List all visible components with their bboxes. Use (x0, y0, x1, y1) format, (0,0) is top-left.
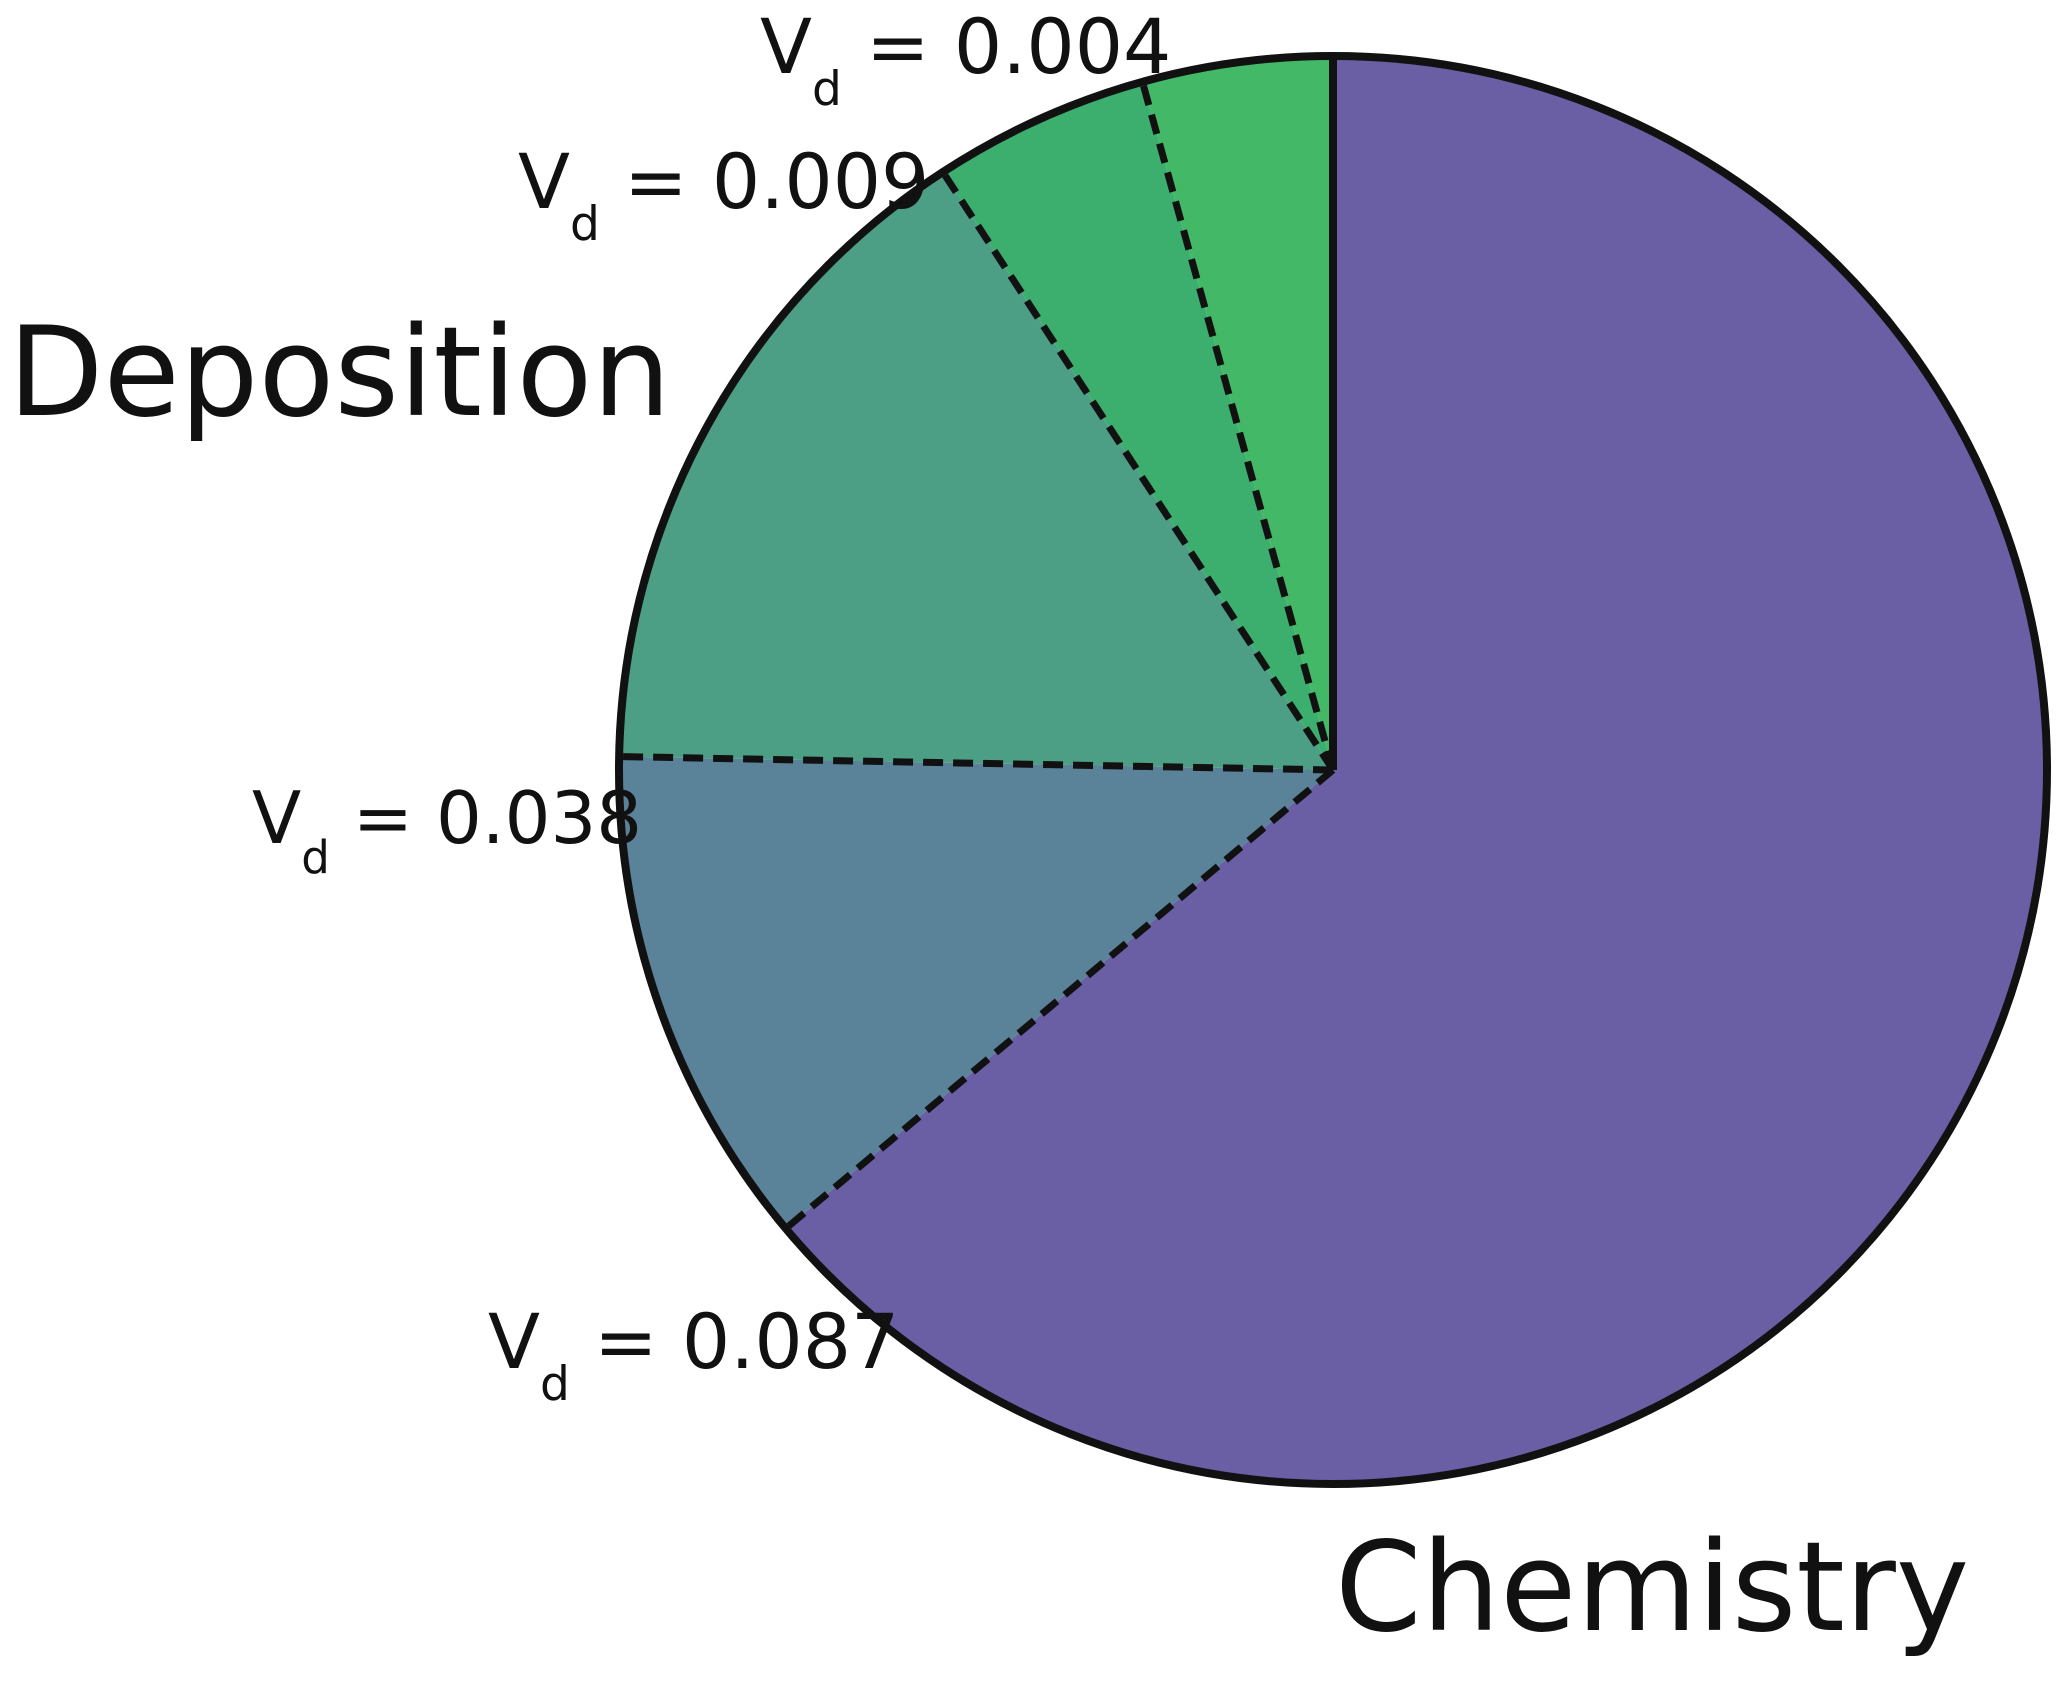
label-subscript: d (301, 831, 330, 884)
boundary-label-1: Vd = 0.087 (488, 1297, 899, 1412)
pie-slice-1 (785, 56, 2047, 1484)
label-symbol: V (518, 137, 570, 226)
pie-slice-3 (619, 172, 1333, 770)
label-subscript: d (540, 1357, 570, 1412)
label-symbol: V (760, 2, 812, 91)
boundary-label-3: Vd = 0.009 (518, 137, 929, 252)
label-subscript: d (570, 197, 600, 252)
chemistry-label: Chemistry (1335, 1516, 1969, 1660)
label-value: = 0.009 (600, 137, 930, 226)
boundary-label-2: Vd = 0.038 (252, 776, 642, 884)
label-subscript: d (812, 62, 842, 117)
pie-slice-2 (619, 756, 1333, 1229)
pie-slice-4 (942, 81, 1333, 770)
label-symbol: V (488, 1297, 540, 1386)
label-value: = 0.038 (330, 776, 642, 860)
label-symbol: V (252, 776, 301, 860)
deposition-label: Deposition (8, 301, 671, 445)
boundary-label-4: Vd = 0.004 (760, 2, 1171, 117)
label-value: = 0.087 (570, 1297, 900, 1386)
label-value: = 0.004 (842, 2, 1172, 91)
